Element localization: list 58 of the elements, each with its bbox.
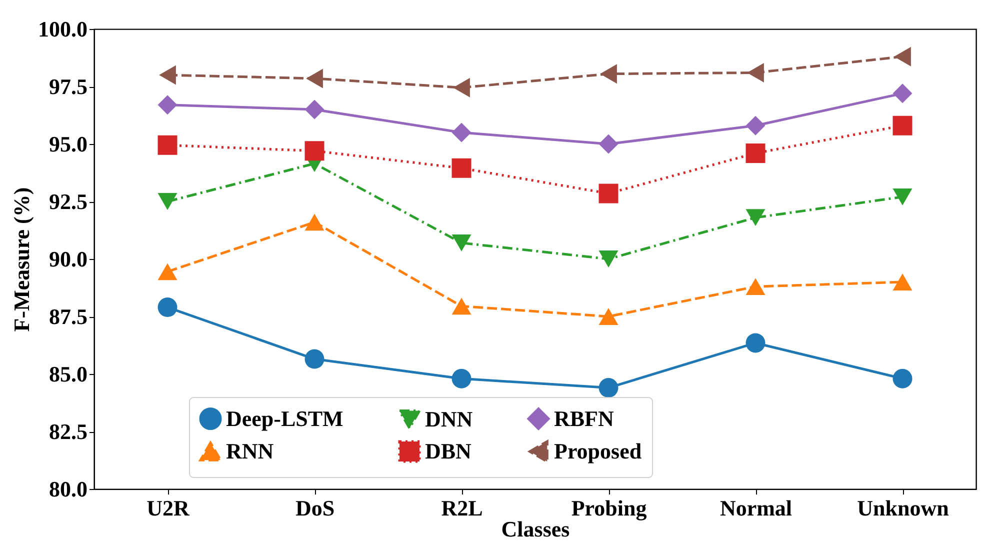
point — [598, 308, 618, 325]
point — [747, 62, 764, 82]
x-axis-title: Classes — [501, 516, 570, 542]
point — [600, 64, 617, 84]
point — [158, 193, 178, 210]
point — [453, 78, 470, 98]
x-tick-label: Unknown — [857, 496, 949, 520]
x-tick-label: U2R — [146, 496, 190, 520]
point — [746, 278, 766, 296]
point — [892, 84, 912, 104]
point — [452, 122, 472, 142]
legend-label: RBFN — [554, 406, 614, 431]
point — [158, 95, 178, 115]
y-tick-label: 82.5 — [49, 419, 88, 444]
point — [306, 68, 323, 88]
point — [304, 349, 324, 369]
point — [746, 333, 766, 353]
point — [158, 263, 178, 280]
point — [598, 250, 618, 268]
legend-label: DBN — [425, 438, 472, 464]
legend-label: RNN — [226, 438, 274, 464]
point — [304, 141, 324, 161]
point — [452, 158, 472, 178]
point — [892, 368, 912, 388]
y-tick-label: 90.0 — [49, 246, 88, 272]
y-tick-label: 97.5 — [49, 74, 88, 99]
point — [598, 134, 618, 154]
point — [598, 184, 618, 204]
y-tick-label: 92.5 — [49, 189, 88, 214]
y-tick-label: 100.0 — [38, 16, 88, 42]
point — [452, 234, 472, 252]
point — [304, 214, 324, 231]
x-tick-label: Probing — [571, 496, 647, 520]
point — [892, 188, 912, 206]
point — [158, 298, 178, 318]
legend-label: DNN — [425, 406, 473, 432]
legend-label: Deep-LSTM — [226, 406, 344, 431]
y-tick-label: 95.0 — [49, 132, 88, 156]
x-tick-label: Normal — [720, 496, 792, 520]
point — [158, 135, 178, 155]
point — [452, 298, 472, 315]
point — [598, 378, 618, 398]
x-tick-label: R2L — [441, 496, 483, 520]
point — [746, 209, 766, 226]
point — [892, 116, 912, 136]
y-tick-label: 80.0 — [49, 476, 88, 502]
y-axis-title: F-Measure (%) — [9, 187, 34, 332]
legend-label: Proposed — [554, 438, 642, 464]
point — [304, 100, 324, 120]
point — [159, 65, 176, 85]
point — [746, 116, 766, 136]
y-tick-label: 87.5 — [49, 304, 88, 329]
y-tick-label: 85.0 — [49, 362, 88, 386]
point — [894, 46, 911, 66]
point — [892, 274, 912, 290]
point — [452, 368, 472, 388]
point — [746, 143, 766, 163]
x-tick-label: DoS — [295, 496, 335, 520]
